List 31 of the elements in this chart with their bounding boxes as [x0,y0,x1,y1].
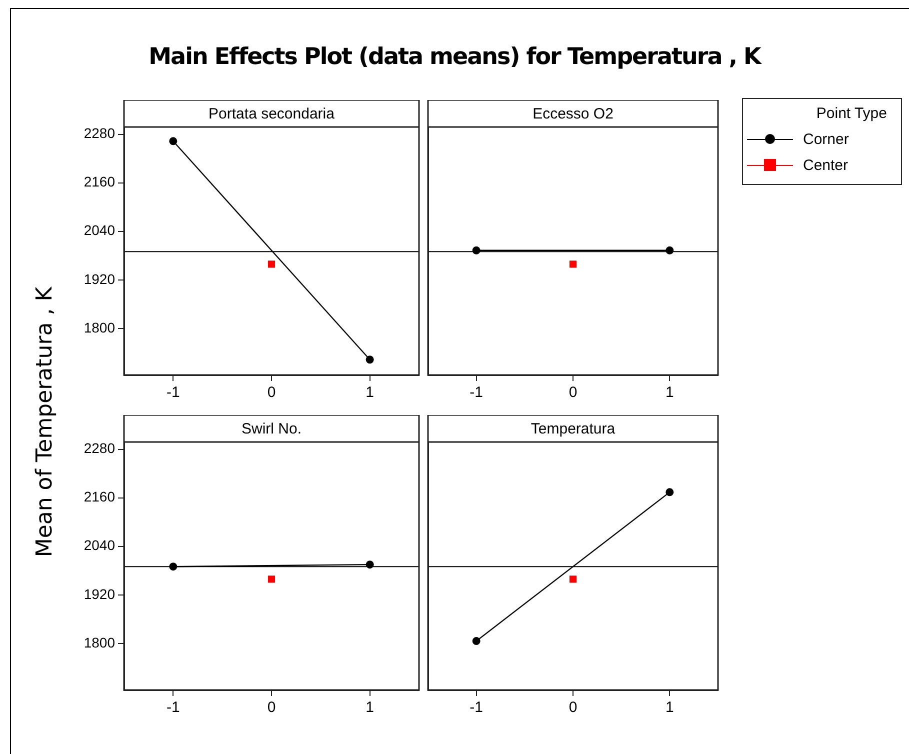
y-tick-label: 2040 [84,537,116,554]
y-tick-label: 1800 [84,319,116,336]
y-tick-label: 2040 [84,222,116,238]
x-tick-label: 1 [366,384,374,402]
x-tick-label: 0 [267,699,276,716]
x-tick-label: 1 [665,699,674,716]
chart-title: Temperatura [530,420,616,438]
x-tick-label: 1 [366,699,374,716]
chart-title: Swirl No. [241,420,302,438]
x-tick-label: -1 [166,699,180,716]
x-tick-label: 0 [267,384,276,402]
x-tick-label: 1 [665,384,674,402]
legend-label: Center [803,156,848,174]
chart-title: Eccesso O2 [532,106,614,123]
y-tick-label: 1920 [84,270,116,287]
y-tick-label: 2160 [84,488,116,505]
x-tick-label: 0 [568,699,578,716]
chart-title: Portata secondaria [208,106,336,123]
x-tick-label: 0 [568,384,578,402]
y-tick-label: 2280 [84,125,116,142]
text: Main Effects Plot (data means) for Temperatura , K [148,44,763,70]
x-tick-label: -1 [470,699,484,716]
y-tick-label: 1800 [84,634,116,650]
legend-label: Corner [803,130,849,148]
x-tick-label: -1 [166,384,180,402]
y-tick-label: 1920 [84,586,116,602]
y-tick-label: 2280 [84,440,116,456]
y-axis-title: Mean of Temperatura , K [32,286,58,558]
x-tick-label: -1 [470,384,484,402]
y-tick-label: 2160 [84,174,116,190]
legend-title: Point Type [815,105,888,122]
